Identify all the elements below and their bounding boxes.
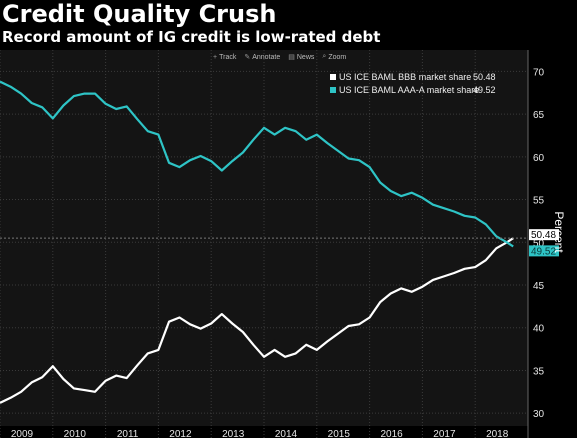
chart-subtitle: Record amount of IG credit is low-rated … [2, 28, 381, 46]
y-tick-label: 40 [533, 324, 545, 335]
legend-item-aaa-a[interactable]: US ICE BAML AAA-A market share 49.52 [330, 83, 496, 96]
track-icon: + [213, 53, 218, 61]
y-tick-label: 30 [533, 409, 545, 420]
annotate-label: Annotate [252, 53, 281, 61]
y-tick-label: 35 [533, 366, 545, 377]
y-axis-label: Percent [552, 211, 566, 253]
x-tick-label: 2013 [222, 429, 245, 438]
legend-swatch-aaa-a [330, 86, 336, 93]
news-button[interactable]: ▤ News [288, 53, 315, 62]
x-tick-label: 2017 [433, 429, 456, 438]
x-tick-label: 2016 [380, 429, 403, 438]
x-tick-label: 2010 [64, 429, 87, 438]
series-line-bbb [0, 237, 514, 404]
x-tick-label: 2018 [486, 429, 509, 438]
chart-legend: US ICE BAML BBB market share 50.48 US IC… [330, 70, 496, 96]
legend-label-aaa-a: US ICE BAML AAA-A market share [339, 84, 480, 95]
y-tick-label: 50 [533, 238, 545, 249]
legend-swatch-bbb [330, 73, 336, 80]
track-label: Track [219, 53, 237, 61]
news-label: News [296, 53, 315, 61]
last-value-badge-aaa-a [529, 245, 559, 257]
zoom-button[interactable]: ⌕ Zoom [322, 53, 346, 61]
chart-title: Credit Quality Crush [2, 0, 277, 28]
series-line-aaa-a [0, 80, 514, 248]
last-value-text-aaa-a: 49.52 [531, 246, 556, 257]
y-tick-label: 45 [533, 281, 545, 292]
chart-toolbar: + Track ✎ Annotate ▤ News ⌕ Zoom [213, 53, 346, 61]
zoom-icon: ⌕ [322, 53, 327, 60]
y-tick-label: 60 [533, 153, 545, 164]
x-tick-label: 2009 [11, 429, 34, 438]
track-button[interactable]: + Track [213, 53, 236, 61]
x-tick-label: 2015 [328, 429, 351, 438]
y-tick-label: 70 [533, 67, 545, 78]
legend-value-bbb: 50.48 [473, 71, 496, 82]
annotate-icon: ✎ [244, 54, 251, 61]
x-tick-label: 2011 [117, 429, 139, 438]
legend-item-bbb[interactable]: US ICE BAML BBB market share 50.48 [330, 70, 496, 83]
x-tick-label: 2012 [169, 429, 192, 438]
news-icon: ▤ [288, 54, 295, 61]
legend-label-bbb: US ICE BAML BBB market share [339, 71, 472, 82]
y-tick-label: 65 [533, 110, 545, 121]
y-tick-label: 55 [533, 196, 545, 207]
last-value-badge-bbb [529, 229, 559, 241]
legend-value-aaa-a: 49.52 [473, 84, 496, 95]
last-value-text-bbb: 50.48 [531, 230, 556, 241]
zoom-label: Zoom [328, 53, 347, 61]
x-tick-label: 2014 [275, 429, 298, 438]
annotate-button[interactable]: ✎ Annotate [244, 53, 281, 62]
